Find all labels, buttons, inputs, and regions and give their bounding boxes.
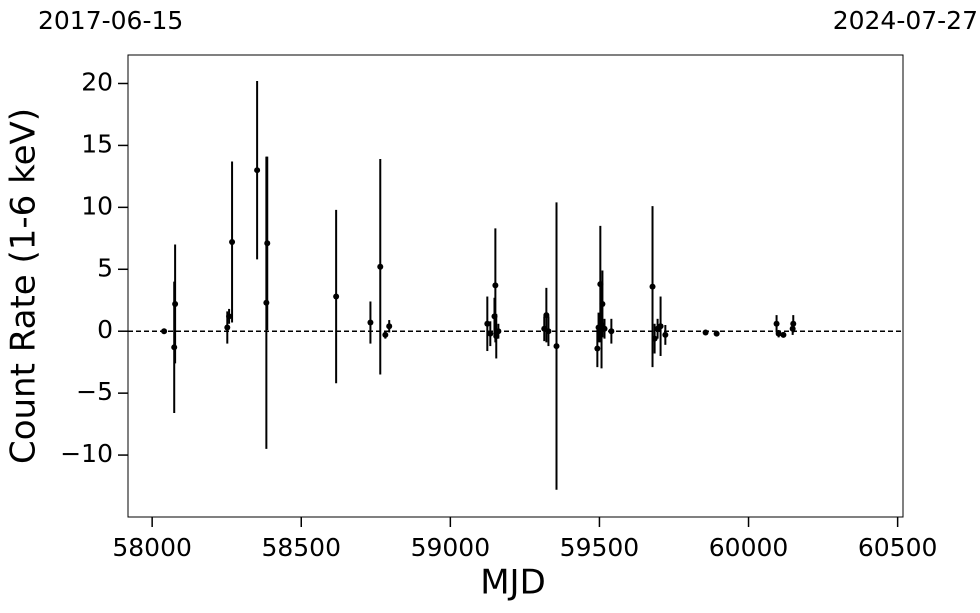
data-point — [608, 328, 615, 335]
x-tick-label: 58000 — [112, 533, 192, 562]
end-date-label: 2024-07-27 — [833, 6, 978, 35]
data-point — [226, 313, 233, 320]
data-point — [594, 345, 601, 352]
data-point — [229, 239, 236, 246]
start-date-label: 2017-06-15 — [38, 6, 183, 35]
y-tick-label: 20 — [81, 67, 113, 96]
data-point — [651, 335, 658, 342]
data-point — [367, 319, 374, 326]
data-point — [599, 300, 606, 307]
data-point — [649, 283, 656, 290]
data-point — [790, 320, 797, 327]
data-point — [487, 330, 494, 337]
x-tick-label: 60000 — [709, 533, 789, 562]
x-tick-label: 59000 — [411, 533, 491, 562]
plot-frame — [127, 54, 904, 518]
data-point — [657, 323, 664, 330]
y-tick-label: 15 — [81, 129, 113, 158]
data-point — [377, 263, 384, 270]
x-tick-label: 58500 — [261, 533, 341, 562]
y-tick-label: −10 — [60, 439, 113, 468]
data-point — [386, 323, 393, 330]
data-point — [254, 167, 261, 174]
data-point — [161, 328, 168, 335]
y-axis-label: Count Rate (1-6 keV) — [4, 108, 44, 464]
data-point — [601, 325, 608, 332]
y-tick-label: 10 — [81, 191, 113, 220]
y-tick-label: 0 — [97, 315, 113, 344]
data-point — [713, 330, 720, 337]
data-point — [702, 329, 709, 336]
data-point — [775, 330, 782, 337]
data-point — [224, 324, 231, 331]
data-point — [662, 331, 669, 338]
data-point — [492, 282, 499, 289]
data-point — [264, 240, 271, 247]
x-tick-label: 60500 — [858, 533, 938, 562]
x-axis-label: MJD — [480, 563, 546, 603]
data-point — [333, 293, 340, 300]
data-point — [780, 331, 787, 338]
y-tick-label: 5 — [97, 253, 113, 282]
x-tick-label: 59500 — [560, 533, 640, 562]
data-point — [484, 320, 491, 327]
data-point — [545, 328, 552, 335]
y-tick-label: −5 — [76, 377, 113, 406]
data-point — [553, 343, 560, 350]
data-point — [495, 328, 502, 335]
data-point — [382, 331, 389, 338]
data-point — [773, 320, 780, 327]
data-point — [172, 300, 179, 307]
